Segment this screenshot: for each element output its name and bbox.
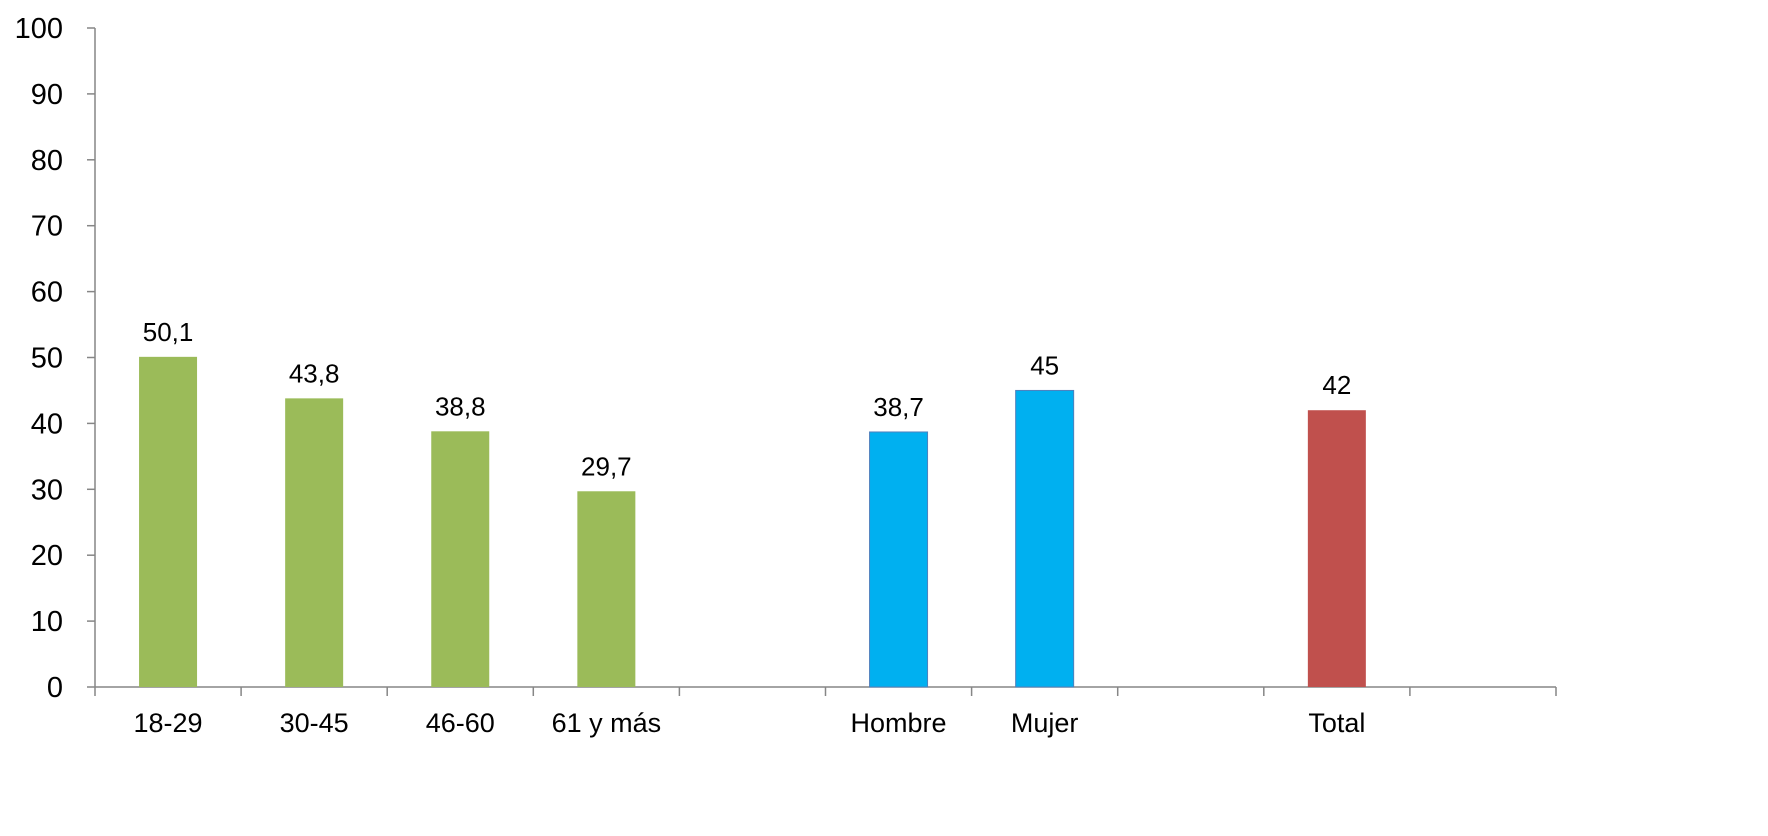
bar-value-label: 38,8 — [435, 391, 486, 421]
y-tick-label: 50 — [31, 343, 63, 375]
y-tick-label: 40 — [31, 408, 63, 440]
y-tick-label: 0 — [47, 672, 63, 704]
y-tick-label: 30 — [31, 474, 63, 506]
x-category-label: Hombre — [851, 708, 947, 738]
x-category-label: 46-60 — [426, 708, 495, 738]
y-tick-label: 60 — [31, 277, 63, 309]
bar — [1015, 389, 1075, 688]
x-category-label: 30-45 — [280, 708, 349, 738]
y-tick-label: 20 — [31, 540, 63, 572]
y-tick-label: 70 — [31, 211, 63, 243]
x-axis: 18-29 30-45 46-60 61 y más Hombre Mujer Total — [94, 686, 1557, 738]
y-tick-label: 10 — [31, 606, 63, 638]
bar — [431, 431, 490, 687]
y-tick-label: 100 — [15, 13, 63, 45]
bars — [139, 356, 1366, 688]
bar — [139, 356, 198, 687]
x-category-label: Total — [1308, 708, 1365, 738]
bar-value-label: 50,1 — [143, 317, 194, 347]
bar-value-label: 42 — [1322, 370, 1351, 400]
bar-value-label: 29,7 — [581, 451, 632, 481]
y-axis: 0 10 20 30 40 50 60 70 80 90 100 — [15, 13, 96, 704]
data-labels: 50,1 43,8 38,8 29,7 38,7 45 42 — [143, 317, 1352, 481]
bar — [869, 431, 929, 688]
y-tick-label: 80 — [31, 145, 63, 177]
x-category-label: 61 y más — [552, 708, 662, 738]
bar-value-label: 43,8 — [289, 358, 340, 388]
bar — [285, 398, 344, 687]
bar — [577, 491, 636, 687]
bar-value-label: 45 — [1030, 350, 1059, 380]
x-category-label: 18-29 — [134, 708, 203, 738]
bar — [1307, 410, 1366, 687]
x-category-label: Mujer — [1011, 708, 1079, 738]
bar-value-label: 38,7 — [873, 392, 924, 422]
y-tick-label: 90 — [31, 79, 63, 111]
